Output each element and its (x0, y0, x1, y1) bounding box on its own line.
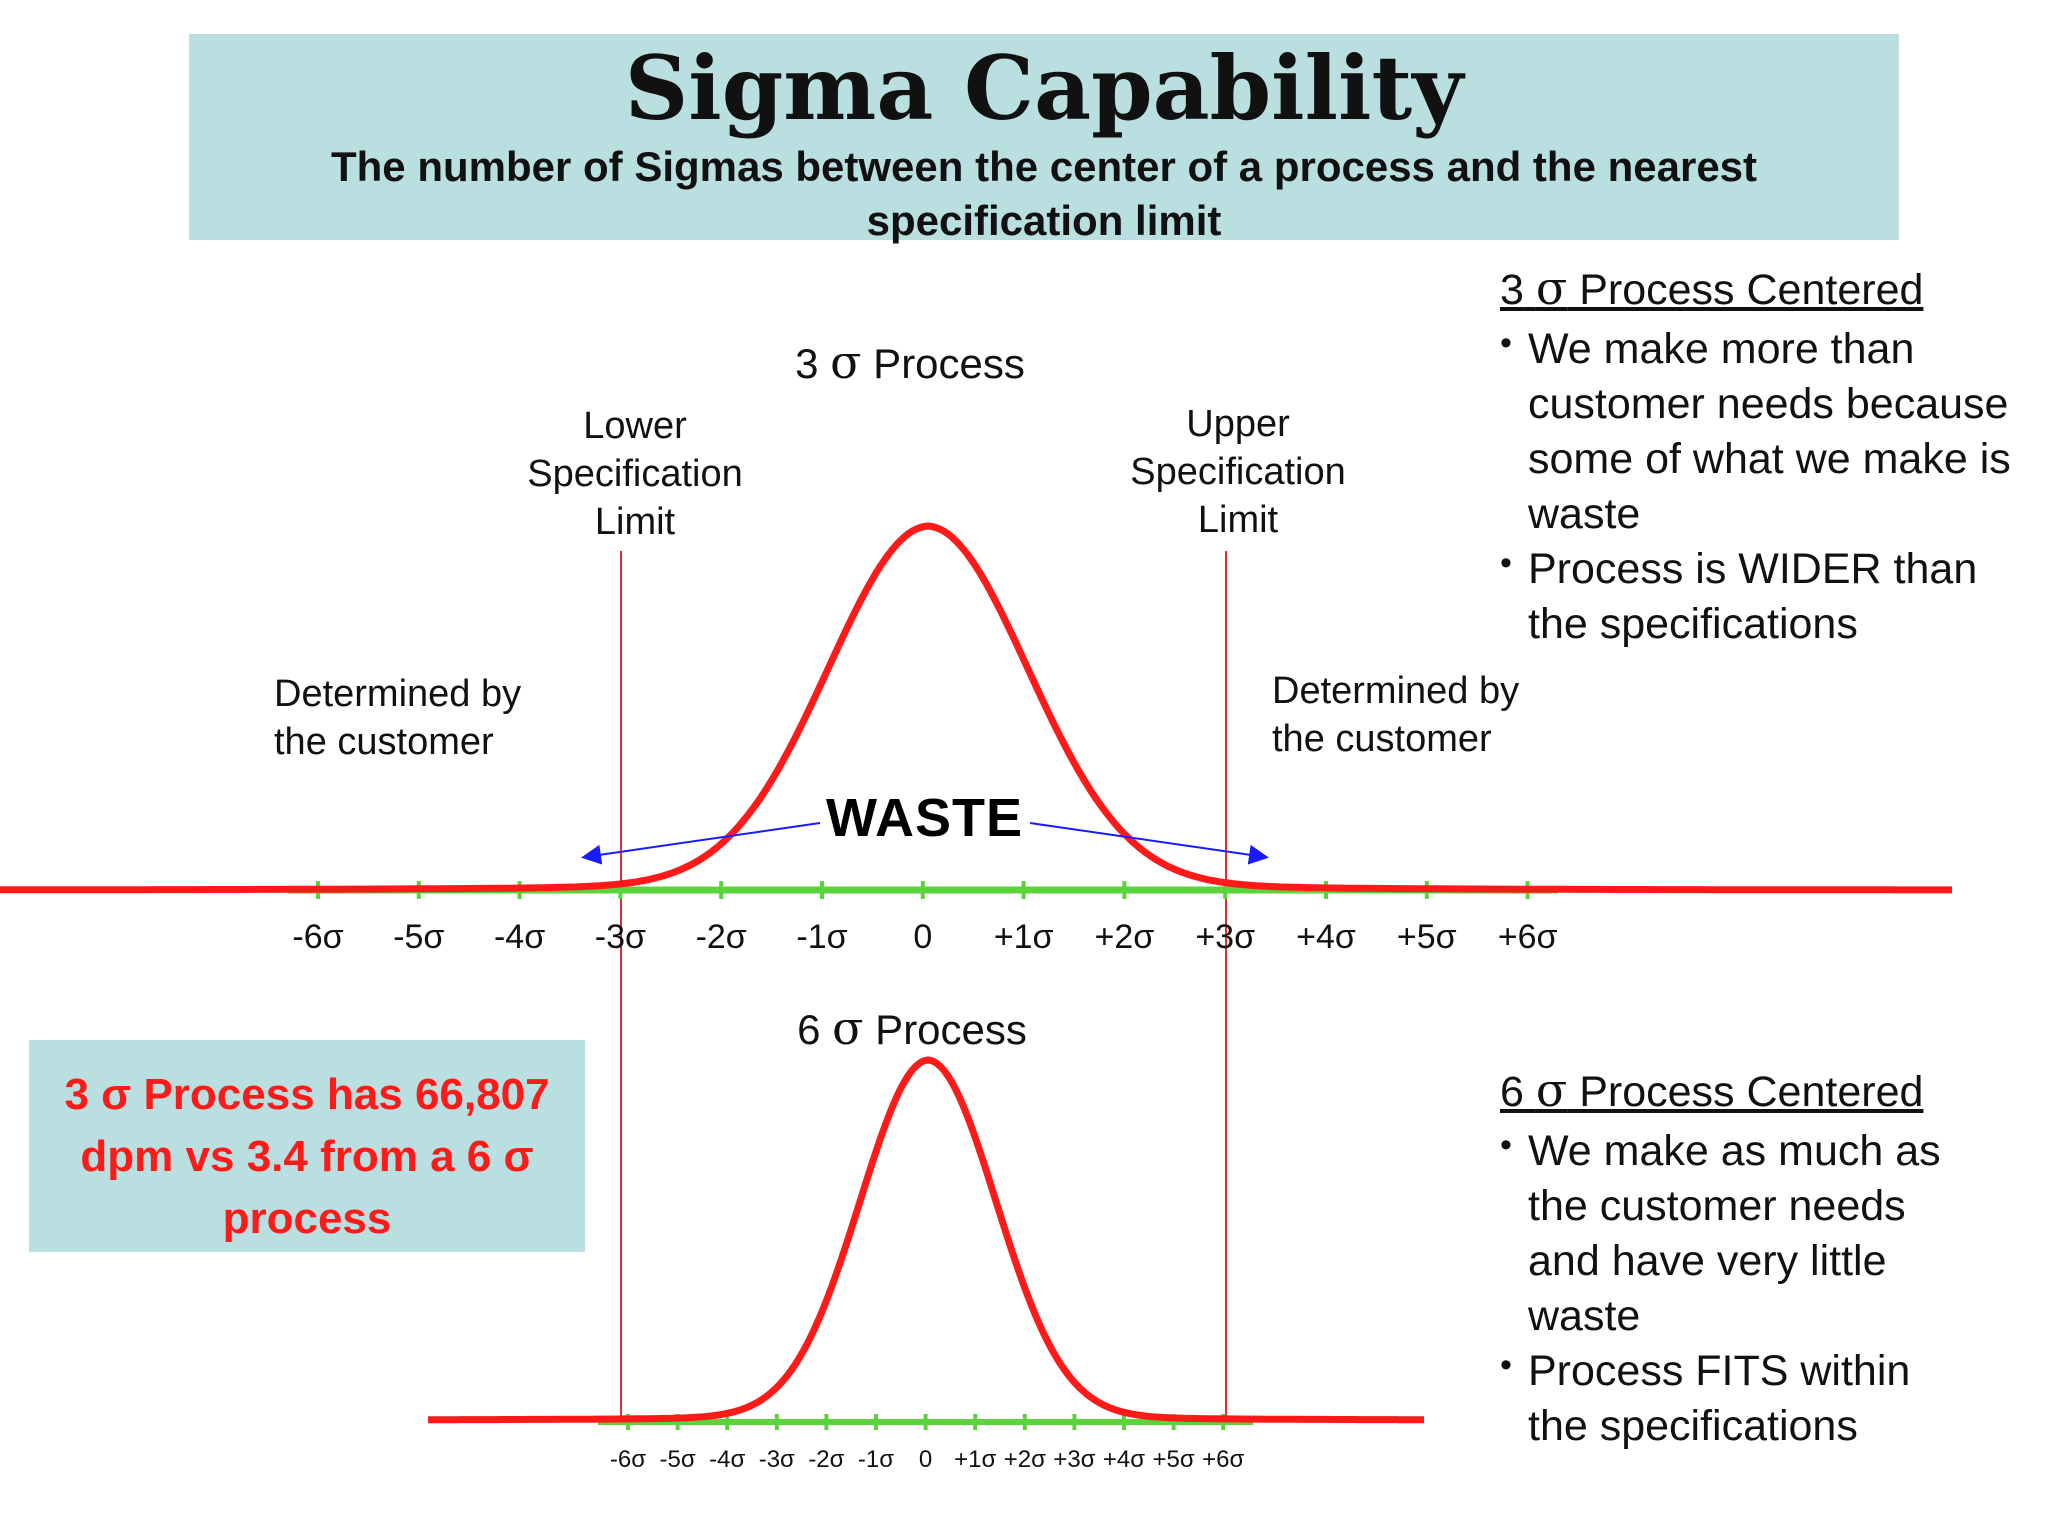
tick-label: -5σ (393, 918, 445, 956)
upper-spec-limit-label: Upper Specification Limit (1130, 403, 1346, 541)
dpm-callout-text: 3 σ Process has 66,807 dpm vs 3.4 from a… (29, 1064, 585, 1250)
hatch-line (1418, 882, 1440, 889)
bottom-chart-title: 6 σ Process (762, 1004, 1062, 1054)
three-sigma-bullets: We make more than customer needs because… (1500, 316, 2040, 652)
top-chart-title: 3 σ Process (760, 338, 1060, 388)
right-customer-note: Determined by the customer (1272, 670, 1520, 760)
hatch-line (1330, 882, 1394, 889)
bullet-item: Process is WIDER than the specifications (1500, 536, 2040, 652)
tick-label: +4σ (1102, 1446, 1146, 1473)
bullet-item: We make as much as the customer needs an… (1500, 1118, 1970, 1344)
waste-arrow-left (581, 822, 821, 865)
top-chart-title-rest: Process (861, 340, 1025, 387)
panel-heading-num: 6 (1500, 1068, 1524, 1116)
tick-label: +1σ (954, 1446, 997, 1473)
tick-label: +5σ (1152, 1446, 1195, 1473)
hatch-line (1286, 882, 1350, 889)
hatch-line (1264, 882, 1328, 889)
tick-label: +3σ (1053, 1446, 1096, 1473)
tick-label: -5σ (659, 1446, 696, 1473)
bottom-chart-title-rest: Process (863, 1006, 1027, 1053)
sigma-glyph: σ (1535, 1063, 1568, 1117)
hatch-line (532, 883, 596, 889)
hatch-line (444, 883, 508, 889)
three-sigma-panel: 3 σ Process Centered We make more than c… (1500, 262, 2040, 652)
six-sigma-panel-heading: 6 σ Process Centered (1500, 1064, 2000, 1118)
tick-label: +3σ (1195, 918, 1256, 956)
bottom-chart-title-num: 6 (797, 1006, 821, 1053)
tick-label: -2σ (808, 1446, 845, 1473)
bullet-item: We make more than customer needs because… (1500, 316, 2040, 542)
page-subtitle: The number of Sigmas between the center … (330, 143, 1758, 244)
tick-label: +5σ (1396, 918, 1457, 956)
tick-label: -6σ (609, 1446, 647, 1473)
bullet-item: Process FITS within the specifications (1500, 1338, 1970, 1454)
dpm-line-2: dpm vs 3.4 from a 6 σ (80, 1132, 534, 1181)
sigma-glyph: σ (1535, 261, 1568, 315)
tick-label: +6σ (1497, 918, 1558, 956)
waste-arrow-right (1029, 822, 1269, 865)
tick-label: -1σ (857, 1446, 895, 1473)
dpm-callout-box (29, 1040, 585, 1252)
hatch-line (1308, 882, 1372, 889)
hatch-line (422, 883, 486, 889)
tick-label: -4σ (709, 1446, 746, 1473)
dpm-line-3: process (222, 1194, 392, 1243)
panel-heading-num: 3 (1500, 266, 1524, 314)
hatch-line (420, 883, 464, 889)
top-chart-title-num: 3 (795, 340, 819, 387)
six-sigma-panel: 6 σ Process Centered We make as much as … (1500, 1064, 2000, 1454)
page-title: Sigma Capability (624, 36, 1464, 140)
tick-label: +1σ (993, 918, 1054, 956)
title-banner (189, 34, 1899, 240)
panel-heading-text: Process Centered (1567, 1068, 1924, 1116)
tick-label: -2σ (695, 918, 747, 956)
three-sigma-curve (0, 522, 1952, 894)
tick-label: +4σ (1296, 918, 1356, 956)
sigma-glyph: σ (830, 335, 862, 389)
left-customer-note: Determined by the customer (274, 673, 522, 763)
sigma-glyph: σ (832, 1001, 864, 1055)
tick-label: +2σ (1094, 918, 1155, 956)
tick-label: +2σ (1003, 1446, 1046, 1473)
tick-label: -6σ (292, 918, 344, 956)
hatch-line (420, 883, 442, 889)
six-sigma-curve (428, 1056, 1424, 1424)
tick-label: -4σ (493, 918, 546, 956)
tick-label: +6σ (1202, 1446, 1245, 1473)
tick-label: -1σ (796, 918, 848, 956)
dpm-line-1: 3 σ Process has 66,807 (64, 1070, 550, 1119)
tick-label: -3σ (758, 1446, 795, 1473)
tick-label: 0 (918, 1446, 933, 1473)
tick-label: 0 (913, 918, 933, 956)
hatch-line (1352, 882, 1416, 889)
lower-spec-limit-label: Lower Specification Limit (527, 405, 743, 543)
panel-heading-text: Process Centered (1567, 266, 1924, 314)
six-sigma-bullets: We make as much as the customer needs an… (1500, 1118, 1970, 1454)
tick-label: -3σ (594, 918, 646, 956)
waste-label: WASTE (826, 788, 1024, 848)
hatch-line (1442, 780, 1502, 900)
three-sigma-panel-heading: 3 σ Process Centered (1500, 262, 2040, 316)
